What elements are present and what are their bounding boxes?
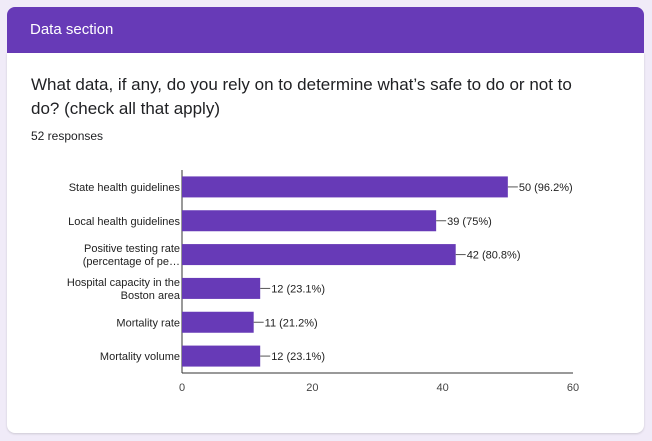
bar bbox=[182, 311, 254, 333]
x-tick-label: 0 bbox=[179, 382, 185, 394]
section-header: Data section bbox=[7, 7, 644, 53]
x-tick-label: 60 bbox=[567, 382, 579, 394]
category-label: Positive testing rate bbox=[84, 243, 180, 255]
category-label: (percentage of pe… bbox=[83, 256, 180, 268]
section-title: Data section bbox=[30, 21, 114, 38]
response-count: 52 responses bbox=[31, 129, 104, 143]
bar bbox=[182, 345, 261, 367]
question-card: What data, if any, do you rely on to det… bbox=[7, 53, 644, 433]
category-label: State health guidelines bbox=[69, 182, 181, 194]
category-label: Mortality volume bbox=[100, 351, 180, 363]
category-label: Local health guidelines bbox=[68, 216, 180, 228]
category-label: Hospital capacity in the bbox=[67, 277, 180, 289]
bar bbox=[182, 210, 437, 232]
x-tick-label: 20 bbox=[306, 382, 318, 394]
category-label: Mortality rate bbox=[116, 317, 180, 329]
value-label: 39 (75%) bbox=[447, 216, 492, 228]
bar bbox=[182, 277, 261, 299]
bar bbox=[182, 244, 456, 266]
category-label: Boston area bbox=[121, 290, 181, 302]
value-label: 12 (23.1%) bbox=[271, 283, 325, 295]
question-text: What data, if any, do you rely on to det… bbox=[31, 75, 572, 118]
value-label: 11 (21.2%) bbox=[265, 317, 318, 329]
value-label: 50 (96.2%) bbox=[519, 182, 573, 194]
x-tick-label: 40 bbox=[437, 382, 449, 394]
value-label: 42 (80.8%) bbox=[467, 250, 521, 262]
value-label: 12 (23.1%) bbox=[271, 351, 325, 363]
bar bbox=[182, 176, 508, 198]
